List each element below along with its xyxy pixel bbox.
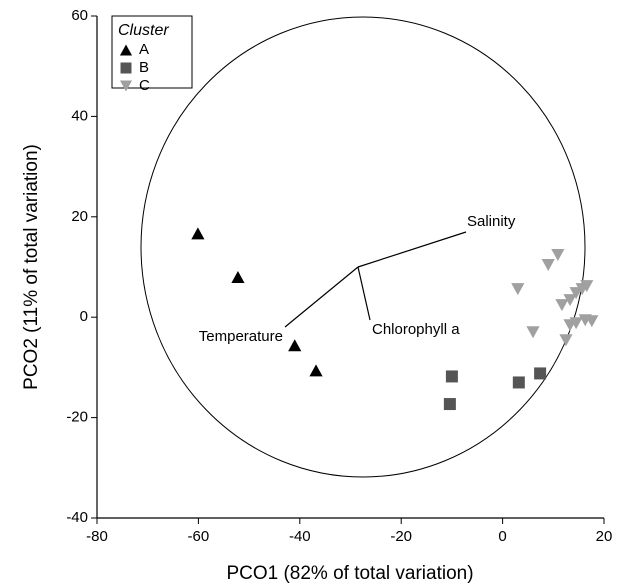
legend-marker <box>119 44 133 56</box>
legend-marker <box>120 62 132 74</box>
point <box>559 334 573 347</box>
x-tick-label: -40 <box>289 528 311 545</box>
point <box>551 248 565 261</box>
point <box>534 367 547 380</box>
annotation: Salinity <box>467 213 516 230</box>
legend-label: B <box>139 59 149 76</box>
annotation: Chlorophyll a <box>372 321 460 338</box>
correlation-circle <box>140 16 586 478</box>
y-tick-label: 0 <box>80 308 88 325</box>
point <box>511 283 525 296</box>
legend-title: Cluster <box>118 22 169 39</box>
annotation: Temperature <box>199 328 283 345</box>
legend-marker <box>119 80 133 92</box>
x-tick-label: -80 <box>86 528 108 545</box>
vectors <box>284 231 467 328</box>
x-tick-label: 0 <box>498 528 506 545</box>
point <box>580 280 594 293</box>
point <box>541 258 555 271</box>
point <box>231 271 245 284</box>
y-tick-label: -20 <box>66 409 88 426</box>
y-tick-label: 60 <box>71 7 88 24</box>
point <box>288 339 302 352</box>
vector-temperature <box>284 266 359 328</box>
point <box>526 326 540 339</box>
point <box>309 364 323 377</box>
y-tick-label: 40 <box>71 107 88 124</box>
x-tick-label: 20 <box>596 528 613 545</box>
point <box>443 398 456 411</box>
x-axis-label: PCO1 (82% of total variation) <box>226 563 473 584</box>
point <box>445 370 458 383</box>
point <box>563 294 577 307</box>
x-tick-label: -20 <box>390 528 412 545</box>
point <box>569 317 583 330</box>
point <box>569 287 583 300</box>
y-axis-label: PCO2 (11% of total variation) <box>21 144 42 390</box>
y-tick-label: 20 <box>71 208 88 225</box>
legend-label: A <box>139 41 149 58</box>
x-tick-label: -60 <box>188 528 210 545</box>
point <box>555 299 569 312</box>
legend-label: C <box>139 77 150 94</box>
point <box>585 315 599 328</box>
point <box>512 376 525 389</box>
vector-salinity <box>357 231 467 268</box>
vector-chlorophyll <box>357 266 371 321</box>
y-tick-label: -40 <box>66 509 88 526</box>
point <box>191 227 205 240</box>
